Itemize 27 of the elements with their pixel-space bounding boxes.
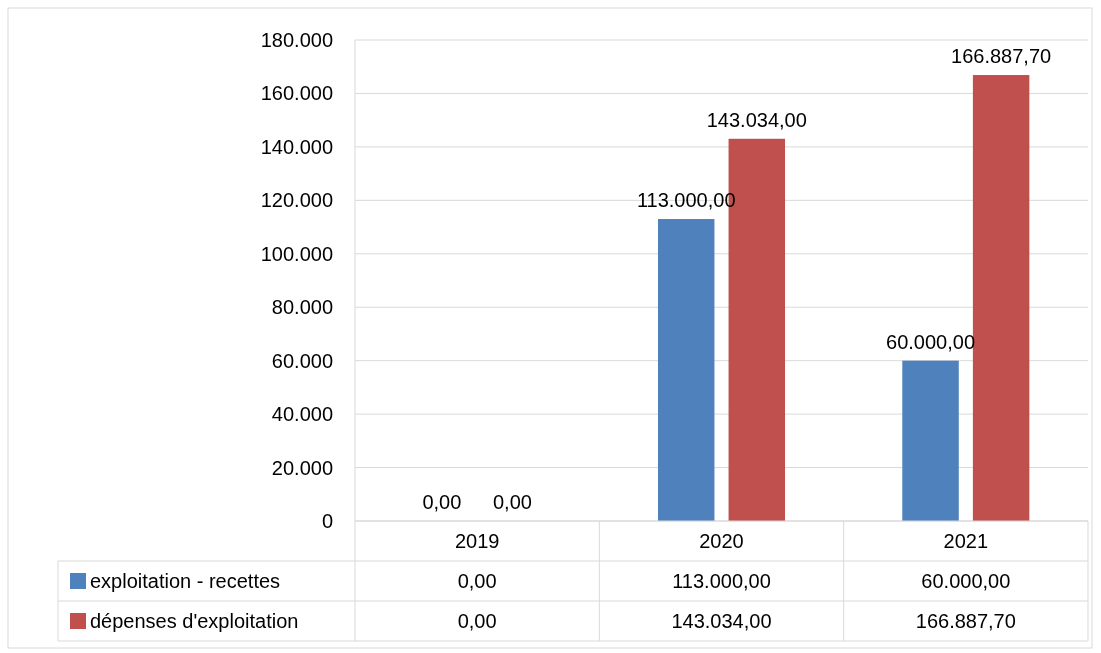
bar <box>902 360 959 521</box>
x-tick-label: 2020 <box>699 530 744 552</box>
y-tick-label: 120.000 <box>260 189 333 212</box>
y-tick-label: 0 <box>321 510 333 532</box>
data-label: 166.887,70 <box>915 610 1016 632</box>
text: 0,00 <box>422 491 462 513</box>
y-tick-label: 80.000 <box>271 296 333 319</box>
legend-label: dépenses d'exploitation <box>90 610 299 632</box>
data-label: 113.000,00 <box>672 570 771 592</box>
data-label: 0,00 <box>457 570 497 592</box>
y-tick-label: 140.000 <box>260 135 333 158</box>
x-tick-label: 2019 <box>454 530 500 552</box>
x-tick-label: 2021 <box>943 530 989 552</box>
y-tick-label: 60.000 <box>271 349 333 372</box>
legend-label: exploitation - recettes <box>90 570 281 592</box>
data-label: 60.000,00 <box>921 570 1011 592</box>
text: 143.034,00 <box>706 108 807 131</box>
y-tick-label: 20.000 <box>271 456 333 479</box>
text: 166.887,70 <box>951 45 1052 68</box>
y-tick-label: 40.000 <box>271 403 333 426</box>
y-tick-label: 160.000 <box>260 82 333 105</box>
text: 0,00 <box>492 491 532 513</box>
data-label: 143.034,00 <box>671 610 772 632</box>
y-tick-label: 100.000 <box>260 242 333 265</box>
y-tick-label: 180.000 <box>260 29 333 51</box>
bar <box>657 219 715 521</box>
data-label: 0,00 <box>457 610 497 632</box>
